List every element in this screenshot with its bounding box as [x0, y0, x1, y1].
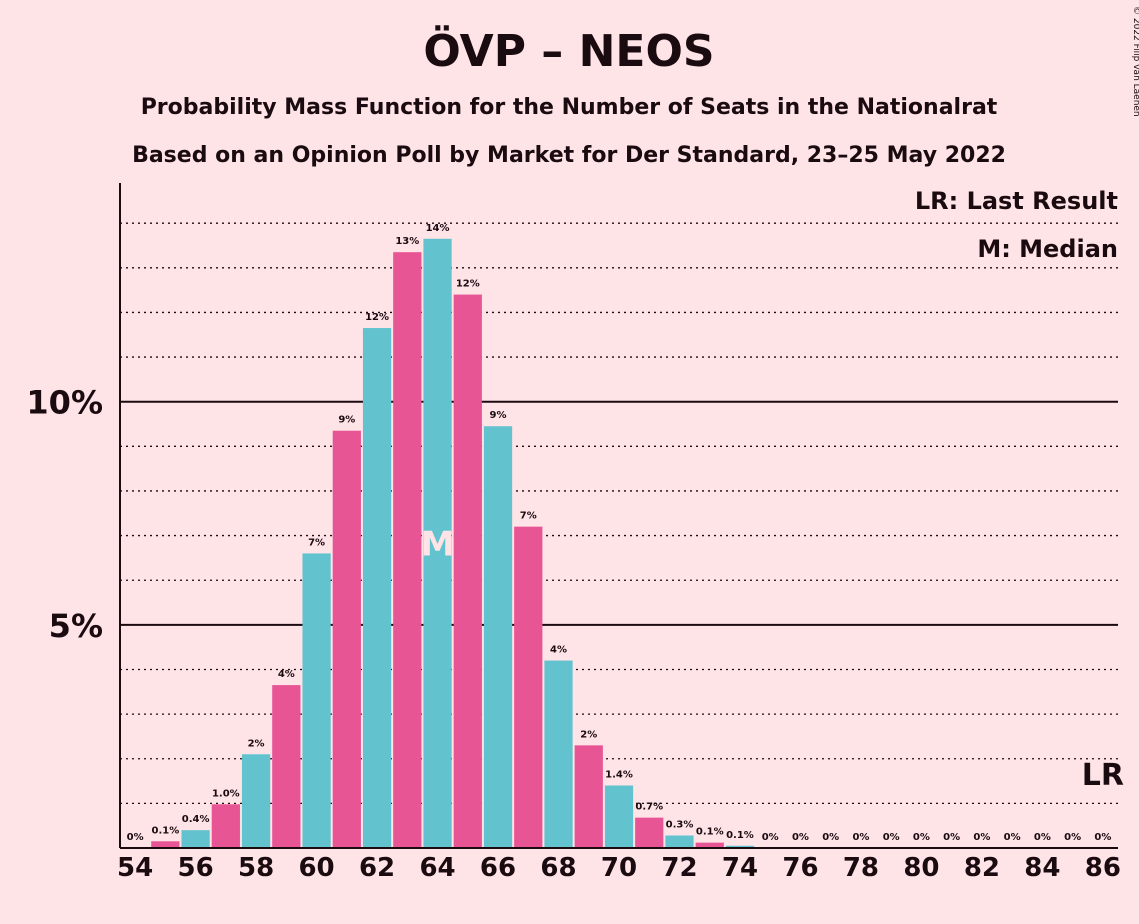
data-label-84: 0%: [1034, 832, 1051, 843]
x-tick-82: 82: [964, 853, 1000, 883]
data-label-76: 0%: [792, 832, 809, 843]
bar-61: [332, 430, 361, 848]
x-tick-76: 76: [782, 853, 818, 883]
bar-72: [665, 835, 694, 848]
x-tick-64: 64: [419, 853, 455, 883]
data-label-68: 4%: [550, 645, 567, 656]
data-label-72: 0.3%: [666, 820, 694, 831]
data-label-57: 1.0%: [212, 788, 240, 799]
data-label-62: 12%: [365, 312, 389, 323]
bar-64: [423, 238, 452, 849]
y-tick-5: 5%: [49, 607, 103, 645]
chart-subtitle: Probability Mass Function for the Number…: [141, 95, 998, 120]
data-label-71: 0.7%: [635, 802, 663, 813]
bar-68: [544, 660, 573, 848]
x-tick-84: 84: [1024, 853, 1060, 883]
data-label-79: 0%: [883, 832, 900, 843]
chart-title: ÖVP – NEOS: [423, 24, 714, 77]
bar-58: [241, 754, 271, 848]
data-label-66: 9%: [490, 410, 507, 421]
bar-56: [181, 830, 210, 848]
data-label-77: 0%: [822, 832, 839, 843]
x-tick-56: 56: [178, 853, 214, 883]
bar-66: [483, 426, 513, 848]
bar-62: [362, 328, 392, 849]
bar-73: [695, 842, 724, 848]
data-label-61: 9%: [338, 415, 355, 426]
copyright: © 2022 Filip van Laenen: [1131, 6, 1139, 117]
data-label-83: 0%: [1004, 832, 1021, 843]
x-tick-58: 58: [238, 853, 274, 883]
bar-60: [302, 553, 331, 848]
last-result-marker: LR: [1082, 758, 1124, 793]
bar-69: [574, 745, 603, 848]
data-label-54: 0%: [127, 832, 144, 843]
x-tick-74: 74: [722, 853, 758, 883]
x-tick-80: 80: [903, 853, 939, 883]
y-tick-10: 10%: [26, 384, 103, 422]
data-label-65: 12%: [456, 279, 480, 290]
bar-59: [272, 685, 301, 848]
bar-70: [604, 785, 634, 848]
x-ticks: 54 56 58 60 62 64 66 68 70 72 74 76 78 80 82 84 86: [117, 853, 1121, 883]
data-label-75: 0%: [762, 832, 779, 843]
x-tick-68: 68: [540, 853, 576, 883]
x-tick-60: 60: [298, 853, 334, 883]
data-label-67: 7%: [520, 511, 537, 522]
bar-74: [725, 845, 755, 848]
bar-67: [514, 526, 543, 848]
legend-last-result: LR: Last Result: [915, 187, 1118, 215]
data-label-55: 0.1%: [151, 825, 179, 836]
data-label-74: 0.1%: [726, 830, 754, 841]
x-tick-72: 72: [661, 853, 697, 883]
bars: [151, 238, 755, 849]
legend-median: M: Median: [977, 235, 1118, 263]
data-label-73: 0.1%: [696, 827, 724, 838]
data-labels: 0%0.1%0.4%1.0%2%4%7%9%12%13%14%12%9%7%4%…: [127, 223, 1112, 843]
median-marker: M: [421, 524, 455, 564]
data-label-80: 0%: [913, 832, 930, 843]
data-label-69: 2%: [580, 729, 597, 740]
x-tick-70: 70: [601, 853, 637, 883]
x-tick-66: 66: [480, 853, 516, 883]
chart-subtitle-2: Based on an Opinion Poll by Market for D…: [132, 143, 1006, 168]
x-tick-78: 78: [843, 853, 879, 883]
data-label-81: 0%: [943, 832, 960, 843]
data-label-56: 0.4%: [182, 814, 210, 825]
bar-65: [453, 294, 482, 849]
data-label-85: 0%: [1064, 832, 1081, 843]
data-label-58: 2%: [248, 738, 265, 749]
data-label-60: 7%: [308, 537, 325, 548]
data-label-64: 14%: [426, 223, 450, 234]
data-label-63: 13%: [395, 236, 419, 247]
data-label-78: 0%: [852, 832, 869, 843]
y-ticks: 5% 10%: [26, 384, 103, 645]
x-tick-86: 86: [1085, 853, 1121, 883]
bar-55: [151, 841, 180, 848]
axes: [119, 183, 1118, 849]
bar-57: [211, 804, 240, 848]
data-label-59: 4%: [278, 669, 295, 680]
data-label-86: 0%: [1094, 832, 1111, 843]
data-label-82: 0%: [973, 832, 990, 843]
grid: [120, 222, 1118, 805]
x-tick-54: 54: [117, 853, 153, 883]
bar-63: [393, 252, 422, 848]
x-tick-62: 62: [359, 853, 395, 883]
data-label-70: 1.4%: [605, 770, 633, 781]
bar-71: [635, 817, 664, 848]
